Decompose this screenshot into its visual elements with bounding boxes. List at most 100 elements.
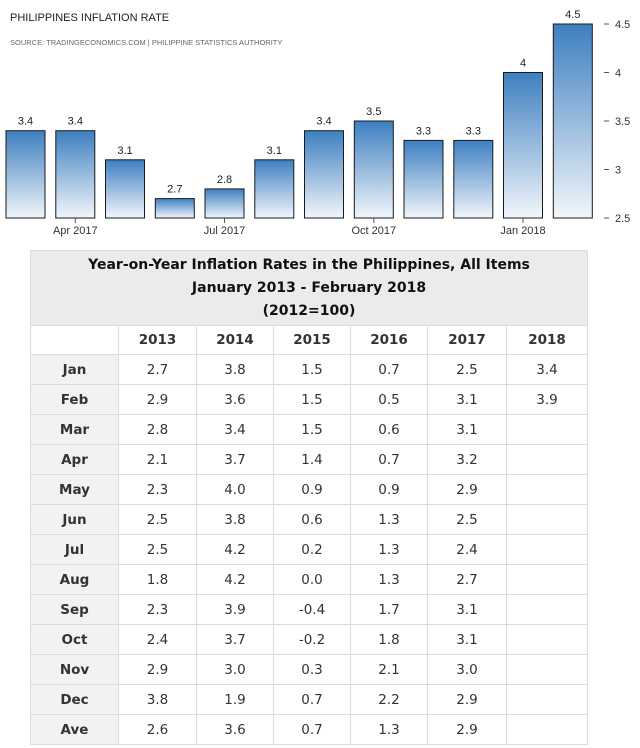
year-header: 2014 xyxy=(196,325,274,355)
inflation-value-cell xyxy=(506,504,588,535)
inflation-value-cell: 0.6 xyxy=(350,414,428,445)
inflation-value-cell xyxy=(506,414,588,445)
inflation-value-cell xyxy=(506,714,588,745)
inflation-value-cell: 3.1 xyxy=(427,384,507,415)
table-title: Year-on-Year Inflation Rates in the Phil… xyxy=(88,256,530,273)
inflation-value-cell: 2.6 xyxy=(118,714,197,745)
inflation-value-cell: 1.9 xyxy=(196,684,274,715)
inflation-value-cell: 3.1 xyxy=(427,624,507,655)
inflation-value-cell: 1.5 xyxy=(273,354,351,385)
inflation-value-cell: 0.9 xyxy=(350,474,428,505)
inflation-value-cell: 2.7 xyxy=(118,354,197,385)
inflation-value-cell: 2.2 xyxy=(350,684,428,715)
bar-sep-2017 xyxy=(304,130,344,219)
bar-value-label: 3.3 xyxy=(416,125,431,137)
inflation-value-cell: 3.2 xyxy=(427,444,507,475)
table-period: January 2013 - February 2018 xyxy=(191,279,427,296)
inflation-value-cell xyxy=(506,474,588,505)
inflation-bar-chart: PHILIPPINES INFLATION RATE SOURCE: TRADI… xyxy=(5,9,630,237)
inflation-value-cell: 1.4 xyxy=(273,444,351,475)
table-base-year: (2012=100) xyxy=(262,302,356,319)
inflation-value-cell: 2.9 xyxy=(427,474,507,505)
inflation-value-cell: 0.7 xyxy=(350,354,428,385)
inflation-value-cell: 3.7 xyxy=(196,624,274,655)
bar-dec-2017 xyxy=(453,139,494,219)
bar-apr-2017 xyxy=(55,130,96,219)
inflation-value-cell: 0.2 xyxy=(273,534,351,565)
chart-bars: 3.4 3.4 3.1 2.7 2.8 3.1 3.4 3.5 3.3 3.3 4 4.5 xyxy=(5,9,593,219)
month-label: Jul xyxy=(30,534,119,565)
inflation-value-cell: 1.8 xyxy=(118,564,197,595)
inflation-value-cell: 1.5 xyxy=(273,414,351,445)
bar-oct-2017 xyxy=(353,120,394,219)
inflation-value-cell: 4.0 xyxy=(196,474,274,505)
inflation-value-cell: -0.4 xyxy=(273,594,351,625)
inflation-value-cell xyxy=(506,444,588,475)
bar-jun-2017 xyxy=(154,198,195,219)
y-tick-label: 4 xyxy=(615,68,621,80)
bar-jul-2017 xyxy=(204,188,245,219)
bar-feb-2018 xyxy=(552,23,593,219)
x-tick-label: Jan 2018 xyxy=(500,225,545,237)
inflation-value-cell: 0.7 xyxy=(273,684,351,715)
month-label: Dec xyxy=(30,684,119,715)
inflation-value-cell: -0.2 xyxy=(273,624,351,655)
inflation-value-cell: 4.2 xyxy=(196,534,274,565)
inflation-value-cell: 2.1 xyxy=(118,444,197,475)
bar-may-2017 xyxy=(105,159,145,219)
inflation-value-cell: 3.1 xyxy=(427,594,507,625)
inflation-value-cell: 3.0 xyxy=(427,654,507,685)
inflation-value-cell: 2.5 xyxy=(118,534,197,565)
inflation-value-cell: 2.3 xyxy=(118,474,197,505)
inflation-value-cell: 1.3 xyxy=(350,504,428,535)
bar-value-label: 4.5 xyxy=(565,9,580,21)
inflation-table: Year-on-Year Inflation Rates in the Phil… xyxy=(30,250,588,745)
bar-value-label: 3.5 xyxy=(366,106,381,118)
inflation-value-cell xyxy=(506,684,588,715)
inflation-value-cell: 2.8 xyxy=(118,414,197,445)
inflation-value-cell: 3.1 xyxy=(427,414,507,445)
inflation-value-cell: 3.0 xyxy=(196,654,274,685)
month-label: Nov xyxy=(30,654,119,685)
inflation-value-cell: 3.4 xyxy=(196,414,274,445)
inflation-value-cell: 0.7 xyxy=(273,714,351,745)
bar-value-label: 4 xyxy=(520,58,526,70)
bar-value-label: 3.4 xyxy=(316,116,331,128)
inflation-value-cell: 0.0 xyxy=(273,564,351,595)
inflation-value-cell: 1.3 xyxy=(350,714,428,745)
month-label: Sep xyxy=(30,594,119,625)
inflation-value-cell: 1.3 xyxy=(350,534,428,565)
inflation-value-cell: 4.2 xyxy=(196,564,274,595)
inflation-value-cell: 1.3 xyxy=(350,564,428,595)
corner-cell xyxy=(30,325,119,355)
inflation-value-cell: 1.5 xyxy=(273,384,351,415)
bar-jan-2018 xyxy=(503,72,543,219)
bar-value-label: 3.1 xyxy=(267,145,282,157)
table-row: Jun 2.5 3.8 0.6 1.3 2.5 xyxy=(30,504,588,535)
chart-x-axis: Apr 2017 Jul 2017 Oct 2017 Jan 2018 xyxy=(53,218,546,237)
inflation-value-cell: 2.1 xyxy=(350,654,428,685)
chart-source: SOURCE: TRADINGECONOMICS.COM | PHILIPPIN… xyxy=(10,38,282,47)
y-tick-label: 4.5 xyxy=(615,19,630,31)
inflation-value-cell: 2.9 xyxy=(118,384,197,415)
inflation-value-cell: 2.9 xyxy=(427,714,507,745)
month-label: Feb xyxy=(30,384,119,415)
table-row: Feb 2.9 3.6 1.5 0.5 3.1 3.9 xyxy=(30,384,588,415)
inflation-value-cell: 1.8 xyxy=(350,624,428,655)
year-header: 2016 xyxy=(350,325,428,355)
inflation-value-cell: 3.9 xyxy=(506,384,588,415)
year-header: 2015 xyxy=(273,325,351,355)
table-row: Ave 2.6 3.6 0.7 1.3 2.9 xyxy=(30,714,588,745)
month-label: Jun xyxy=(30,504,119,535)
table-row: Mar 2.8 3.4 1.5 0.6 3.1 xyxy=(30,414,588,445)
table-row: Jul 2.5 4.2 0.2 1.3 2.4 xyxy=(30,534,588,565)
year-header: 2018 xyxy=(506,325,588,355)
inflation-value-cell: 2.5 xyxy=(427,504,507,535)
year-header: 2017 xyxy=(427,325,507,355)
x-tick-label: Apr 2017 xyxy=(53,225,98,237)
inflation-value-cell: 3.8 xyxy=(118,684,197,715)
month-label: Apr xyxy=(30,444,119,475)
bar-value-label: 3.3 xyxy=(466,125,481,137)
inflation-value-cell: 3.9 xyxy=(196,594,274,625)
bar-nov-2017 xyxy=(403,139,444,219)
